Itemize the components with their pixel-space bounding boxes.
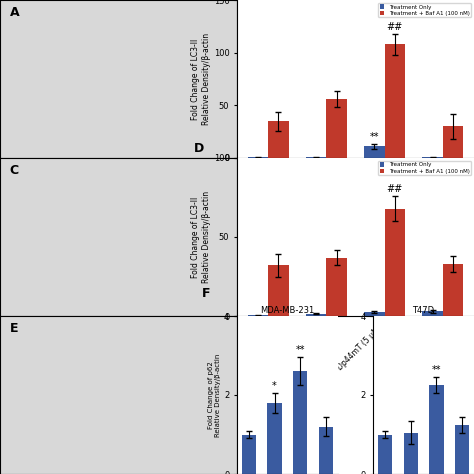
Text: **: ** (432, 365, 441, 375)
Bar (268, 265, 289, 316)
Y-axis label: Fold Change of LC3-II
Relative Density/β-actin: Fold Change of LC3-II Relative Density/β… (191, 191, 211, 283)
Text: ##: ## (387, 22, 403, 32)
Text: D: D (194, 142, 205, 155)
Title: T47D: T47D (412, 306, 435, 315)
Text: C: C (9, 164, 18, 177)
Bar (422, 311, 443, 316)
Y-axis label: Fold Change of p62
Relative Density/β-actin: Fold Change of p62 Relative Density/β-ac… (209, 353, 221, 437)
Bar (242, 435, 256, 474)
Legend: Treatment Only, Treatment + Baf A1 (100 nM): Treatment Only, Treatment + Baf A1 (100 … (378, 3, 471, 18)
Text: *: * (272, 381, 277, 391)
Bar (327, 99, 347, 158)
Bar (429, 385, 444, 474)
Bar (455, 425, 469, 474)
Text: F: F (202, 287, 210, 300)
Bar (248, 315, 268, 316)
Bar (364, 146, 384, 158)
Text: ##: ## (387, 183, 403, 193)
Bar (384, 209, 405, 316)
Bar (248, 157, 268, 158)
Bar (319, 427, 333, 474)
Text: A: A (9, 6, 19, 19)
Bar (422, 157, 443, 158)
Bar (293, 371, 308, 474)
Text: **: ** (370, 132, 379, 142)
Legend: Treatment Only, Treatment + Baf A1 (100 nM): Treatment Only, Treatment + Baf A1 (100 … (378, 161, 471, 175)
Bar (443, 264, 463, 316)
Bar (384, 44, 405, 158)
Bar (306, 157, 327, 158)
Bar (327, 257, 347, 316)
Bar (443, 127, 463, 158)
Text: E: E (9, 322, 18, 335)
Y-axis label: Fold Change of LC3-II
Relative Density/β-actin: Fold Change of LC3-II Relative Density/β… (191, 33, 211, 125)
Title: MDA-MB-231: MDA-MB-231 (260, 306, 315, 315)
Bar (268, 121, 289, 158)
Bar (364, 312, 384, 316)
Bar (306, 314, 327, 316)
Bar (403, 432, 418, 474)
Bar (267, 403, 282, 474)
Bar (378, 435, 392, 474)
Text: **: ** (296, 346, 305, 356)
